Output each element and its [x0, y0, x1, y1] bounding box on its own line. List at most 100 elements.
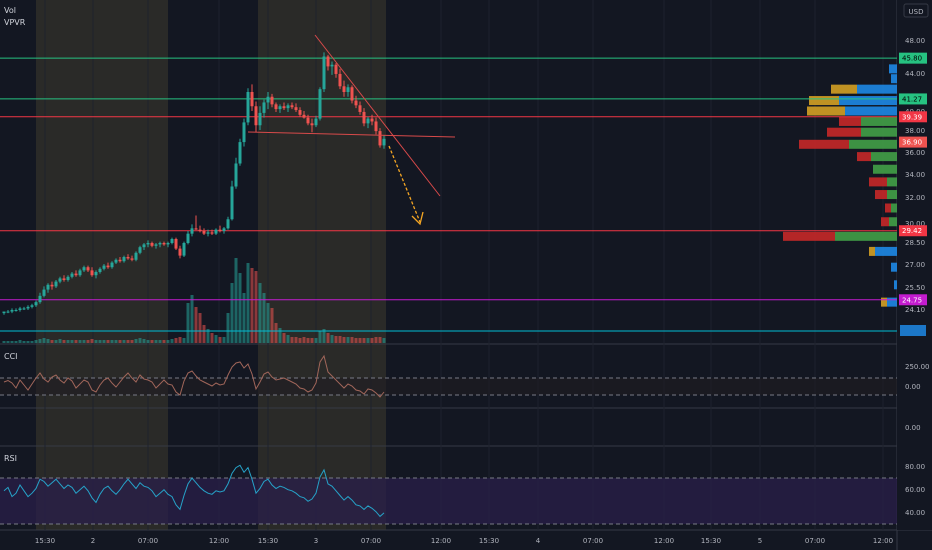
candle-body-55	[222, 228, 226, 231]
time-axis[interactable]: 15:30 2 07:00 12:00 15:30 3 07:00 12:00 …	[35, 537, 893, 545]
vp-row-up-11	[887, 190, 897, 200]
volume-bar-3	[14, 341, 18, 343]
price-tick-25-50: 25.50	[905, 284, 925, 292]
time-label-13: 5	[758, 537, 762, 545]
horizontal-support-line[interactable]	[247, 131, 456, 138]
volume-bar-27	[110, 340, 114, 343]
price-tick-48: 48.00	[905, 37, 925, 45]
time-label-11: 12:00	[654, 537, 674, 545]
cci-line	[3, 354, 385, 398]
vp-row-up-1	[891, 74, 897, 84]
candle-body-82	[330, 64, 334, 67]
volume-bar-75	[302, 337, 306, 343]
candle-body-2	[10, 310, 14, 312]
volume-bar-37	[150, 340, 154, 343]
currency-label: USD	[909, 8, 924, 16]
candle-body-53	[214, 229, 218, 234]
price-badges: 45.80 41.27 39.39 36.90 29.42 24.75	[899, 52, 927, 306]
vpvr-indicator-label[interactable]: VPVR	[4, 18, 26, 27]
price-badge-label-1: 41.27	[902, 95, 922, 103]
volume-bar-41	[166, 340, 170, 343]
vp-row-up-8	[871, 152, 897, 162]
volume-bar-47	[190, 295, 194, 343]
rsi-band-fill	[0, 478, 897, 524]
volume-bar-51	[206, 329, 210, 343]
volume-bar-72	[290, 337, 294, 343]
volume-bar-95	[382, 338, 386, 343]
volume-bar-49	[198, 313, 202, 343]
indicator-labels[interactable]: Vol VPVR CCI RSI	[4, 6, 26, 463]
candle-body-77	[310, 123, 314, 126]
candle-body-30	[122, 257, 126, 262]
volume-bar-30	[122, 340, 126, 343]
volume-bar-42	[170, 339, 174, 343]
candle-body-94	[378, 131, 382, 146]
candle-body-3	[14, 310, 18, 311]
projection-arrow-shaft[interactable]	[388, 145, 421, 223]
volume-bar-77	[310, 338, 314, 343]
candle-body-38	[154, 244, 158, 246]
price-axis[interactable]: USD 48.00 44.00 40.00 38.00 36.00 34.00 …	[897, 0, 932, 530]
price-badge-label-5: 24.75	[902, 296, 922, 304]
vp-row-up-3	[839, 96, 897, 106]
candle-body-6	[26, 306, 30, 309]
volume-bar-86	[346, 337, 350, 343]
price-tick-44: 44.00	[905, 70, 925, 78]
horizontal-levels[interactable]	[0, 57, 897, 301]
currency-button[interactable]: USD	[903, 3, 929, 18]
candle-body-88	[354, 100, 358, 106]
time-label-15: 12:00	[873, 537, 893, 545]
candle-body-9	[38, 295, 42, 303]
vp-row-down-13	[881, 217, 889, 227]
price-tick-32: 32.00	[905, 194, 925, 202]
candle-body-56	[226, 219, 230, 229]
candle-body-69	[278, 106, 282, 110]
volume-bar-20	[82, 340, 86, 343]
candle-body-20	[82, 267, 86, 271]
price-tick-24-10: 24.10	[905, 306, 925, 314]
volume-bar-12	[50, 340, 54, 343]
volume-bar-89	[358, 338, 362, 343]
volume-bar-69	[278, 328, 282, 343]
candle-body-32	[130, 258, 134, 260]
candle-body-58	[234, 163, 238, 187]
volume-bar-7	[30, 341, 34, 343]
volume-bar-19	[78, 340, 82, 343]
candle-body-54	[218, 229, 222, 231]
candle-body-57	[230, 186, 234, 220]
candle-body-93	[374, 121, 378, 132]
candle-body-29	[118, 259, 122, 262]
candle-body-74	[298, 110, 302, 115]
candle-body-37	[150, 243, 154, 246]
rsi-tick-80: 80.00	[905, 463, 925, 471]
candle-body-76	[306, 117, 310, 124]
cci-tick-250: 250.00	[905, 363, 930, 371]
volume-bar-35	[142, 339, 146, 343]
candle-body-25	[102, 265, 106, 269]
volume-bar-59	[238, 273, 242, 343]
candle-body-13	[54, 281, 58, 287]
candle-body-67	[270, 96, 274, 105]
volume-bar-43	[174, 338, 178, 343]
cci-panel	[0, 354, 897, 398]
vp-row-up-12	[891, 203, 897, 213]
descending-trend-line[interactable]	[314, 34, 441, 197]
projection-arrow-head[interactable]	[411, 211, 424, 226]
cci-indicator-label[interactable]: CCI	[4, 352, 18, 361]
volume-bar-1	[6, 341, 10, 343]
vp-row-up-0	[889, 64, 897, 74]
candle-body-1	[6, 311, 10, 313]
drawings[interactable]	[247, 34, 456, 226]
candle-body-78	[314, 118, 318, 126]
volume-bar-52	[210, 333, 214, 343]
price-badge-label-0: 45.80	[902, 55, 922, 63]
candle-body-4	[18, 308, 22, 310]
volume-bar-67	[270, 308, 274, 343]
candle-body-31	[126, 257, 130, 259]
vol-indicator-label[interactable]: Vol	[4, 6, 16, 15]
volume-bar-2	[10, 341, 14, 343]
rsi-indicator-label[interactable]: RSI	[4, 454, 17, 463]
vp-row-up-15	[875, 246, 897, 256]
